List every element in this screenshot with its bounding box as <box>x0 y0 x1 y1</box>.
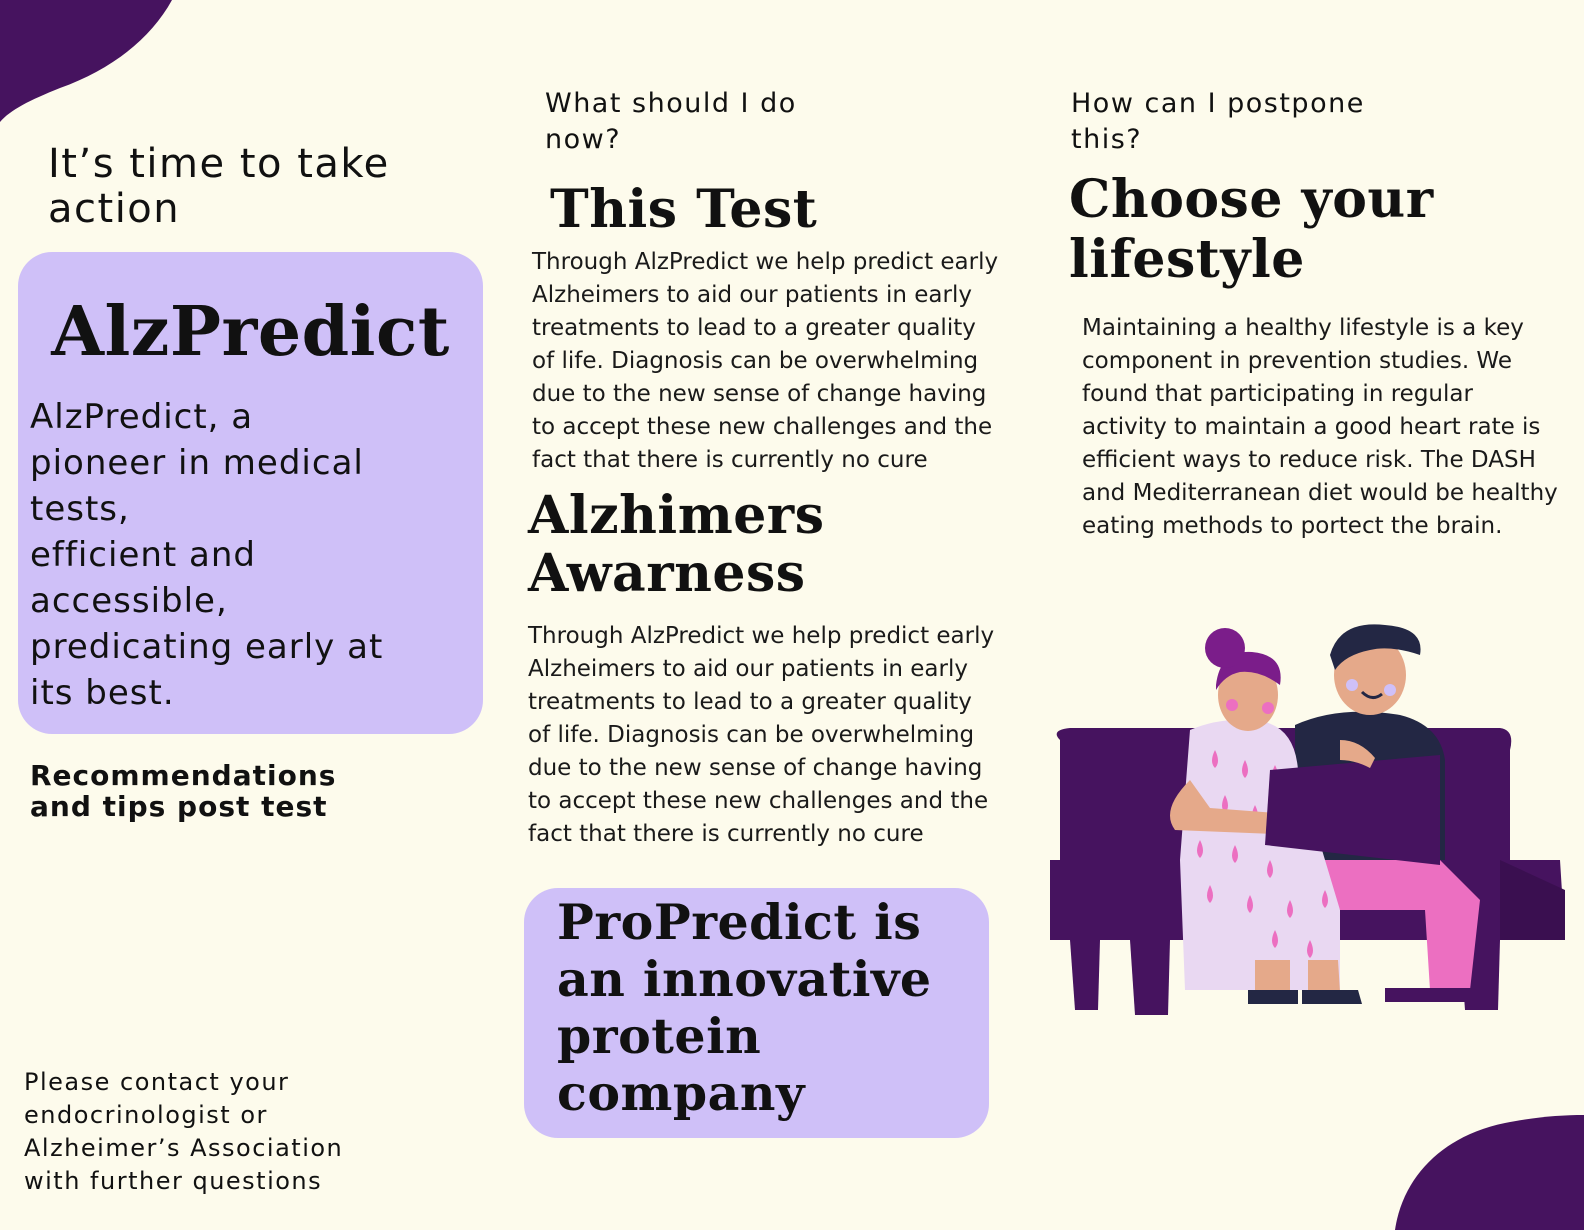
propredict-card: ProPredict is an innovative protein comp… <box>524 888 989 1138</box>
what-should-i-do-question: What should I do now? <box>545 88 797 155</box>
how-can-i-postpone-question: How can I postpone this? <box>1071 88 1365 155</box>
recommendations-heading: Recommendations and tips post test <box>30 759 337 823</box>
alzpredict-card: AlzPredict AlzPredict, a pioneer in medi… <box>18 252 483 734</box>
propredict-text: ProPredict is an innovative protein comp… <box>557 893 932 1122</box>
couple-on-couch-illustration-icon <box>1050 624 1565 1015</box>
take-action-heading: It’s time to take action <box>48 141 390 232</box>
this-test-title: This Test <box>550 179 818 240</box>
top-left-corner-blob <box>0 0 172 122</box>
contact-note: Please contact your endocrinologist or A… <box>24 1068 344 1195</box>
bottom-right-corner-blob <box>1395 1115 1584 1230</box>
this-test-body: Through AlzPredict we help predict early… <box>532 249 999 473</box>
alzpredict-title: AlzPredict <box>51 292 450 372</box>
awarness-body: Through AlzPredict we help predict early… <box>528 623 995 847</box>
lifestyle-body: Maintaining a healthy lifestyle is a key… <box>1082 315 1558 539</box>
alzpredict-description: AlzPredict, a pioneer in medical tests, … <box>30 397 384 713</box>
awarness-title: Alzhimers Awarness <box>528 485 825 604</box>
choose-lifestyle-title: Choose your lifestyle <box>1069 169 1434 290</box>
